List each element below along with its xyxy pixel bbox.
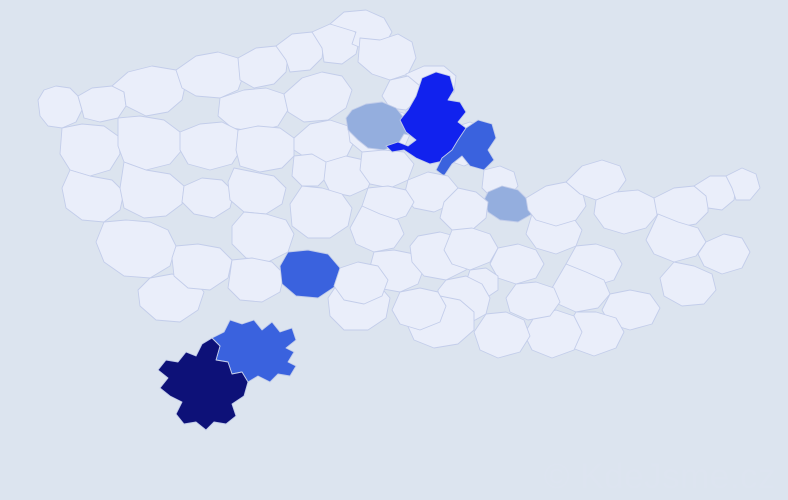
district-sokolov[interactable] [78,86,126,122]
district-vsetin[interactable] [660,262,716,306]
district-jesenik[interactable] [566,160,626,200]
district-tachov[interactable] [60,124,120,176]
watermark-kdejsme: © KdeJsme.cz [543,457,776,496]
district-praha[interactable] [292,154,328,186]
district-benesov[interactable] [290,186,352,238]
district-rakovnik[interactable] [180,122,242,170]
district-pribram[interactable] [232,212,294,262]
district-jicin[interactable] [346,102,420,150]
district-pelhrimov[interactable] [334,262,388,304]
district-ceska-lipa[interactable] [358,34,416,80]
districts-layer[interactable] [38,10,760,430]
district-teplice[interactable] [276,32,324,72]
district-louny[interactable] [218,88,288,132]
district-tabor[interactable] [280,250,340,298]
district-melnik[interactable] [294,120,354,164]
district-ostrava[interactable] [694,176,736,210]
district-breclav[interactable] [474,312,530,358]
district-klatovy[interactable] [96,220,176,278]
district-vyskov[interactable] [506,282,560,320]
district-plzen-sever[interactable] [118,116,182,170]
district-hradec-kralove[interactable] [386,72,472,164]
district-cesky-krumlov[interactable] [158,338,248,430]
district-chomutov[interactable] [176,52,244,98]
district-novy-jicin[interactable] [646,214,706,262]
district-frydek-mistek[interactable] [698,234,750,274]
district-kladno[interactable] [236,126,294,172]
district-beroun[interactable] [228,168,286,214]
district-rokycany[interactable] [182,178,234,218]
district-plzen-jih[interactable] [120,162,184,218]
district-strakonice[interactable] [172,244,232,290]
district-nachod[interactable] [436,120,496,176]
district-litomerice[interactable] [284,72,352,122]
district-karvina[interactable] [726,168,760,200]
district-prostejov[interactable] [490,244,544,284]
district-most[interactable] [238,46,288,88]
district-kutna-hora[interactable] [350,206,404,252]
district-bruntal[interactable] [594,190,658,234]
district-blansko[interactable] [444,228,498,270]
district-domazlice[interactable] [62,170,124,222]
district-sumperk[interactable] [526,182,586,226]
district-karlovy-vary[interactable] [112,66,186,116]
district-pisek[interactable] [228,258,284,302]
district-trebic[interactable] [392,288,446,330]
